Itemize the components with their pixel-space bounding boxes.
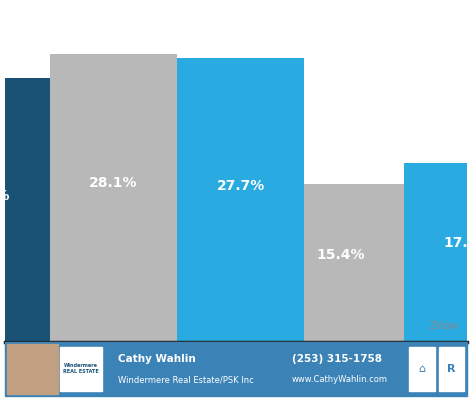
Text: 28.1%: 28.1% [89, 176, 138, 190]
Bar [50, 54, 177, 342]
Bar [60, 347, 102, 390]
Text: Windermere
REAL ESTATE: Windermere REAL ESTATE [63, 363, 99, 374]
Bar [177, 58, 304, 342]
Bar [150, 127, 277, 342]
Bar [7, 344, 58, 394]
Text: Zillow: Zillow [429, 322, 458, 332]
Bar [0, 78, 50, 342]
Text: (253) 315-1758: (253) 315-1758 [292, 354, 381, 364]
Bar [438, 347, 464, 390]
Text: 17.5%: 17.5% [443, 236, 472, 250]
Text: www.CathyWahlin.com: www.CathyWahlin.com [292, 375, 388, 384]
Bar [409, 347, 435, 390]
Text: 25.8%: 25.8% [0, 190, 11, 204]
Text: R: R [447, 364, 455, 374]
Text: Windermere Real Estate/PSK Inc: Windermere Real Estate/PSK Inc [118, 375, 254, 384]
Text: 27.7%: 27.7% [216, 179, 265, 193]
Text: Cathy Wahlin: Cathy Wahlin [118, 354, 196, 364]
Bar [277, 184, 404, 342]
Bar [404, 162, 472, 342]
Text: ⌂: ⌂ [418, 364, 426, 374]
Text: 21%: 21% [196, 216, 230, 230]
Text: 15.4%: 15.4% [316, 248, 364, 262]
